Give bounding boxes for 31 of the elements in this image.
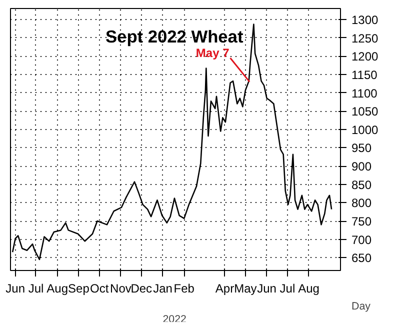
x-axis-title: Day xyxy=(352,300,372,312)
y-tick-label: 1300 xyxy=(352,12,379,27)
x-tick-label: Jul xyxy=(280,282,296,296)
y-tick-label: 750 xyxy=(352,214,372,229)
x-tick-label: Feb xyxy=(174,282,195,296)
x-tick-label: Sep xyxy=(68,282,90,296)
x-tick-label: Jun xyxy=(6,282,26,296)
y-tick-label: 1050 xyxy=(352,104,379,119)
y-tick-label: 950 xyxy=(352,141,372,156)
x-tick-label: Jul xyxy=(28,282,44,296)
text: Sept 2022 Wheat xyxy=(106,26,244,46)
y-tick-label: 1100 xyxy=(352,86,378,100)
y-tick-label: 850 xyxy=(352,178,372,192)
x-tick-label: Aug xyxy=(298,282,320,296)
x-tick-label: Dec xyxy=(130,282,152,296)
y-tick-label: 1200 xyxy=(352,50,379,64)
y-tick-label: 1000 xyxy=(352,122,379,137)
y-tick-label: 1250 xyxy=(352,31,379,46)
y-tick-label: 900 xyxy=(352,160,372,174)
y-tick-label: 650 xyxy=(352,251,372,266)
annotation: May 7 xyxy=(196,46,230,60)
x-tick-label: Apr xyxy=(215,282,234,296)
x-tick-label: Oct xyxy=(90,282,110,296)
x-tick-label: May xyxy=(234,282,257,296)
y-tick-label: 1150 xyxy=(352,68,378,82)
y-tick-label: 800 xyxy=(352,196,372,210)
y-tick-label: 700 xyxy=(352,232,372,247)
x-tick-label: Nov xyxy=(110,282,132,296)
x-tick-label: Jan xyxy=(153,282,172,296)
x-tick-label: Aug xyxy=(46,282,68,296)
x-tick-label: Jun xyxy=(257,282,276,296)
